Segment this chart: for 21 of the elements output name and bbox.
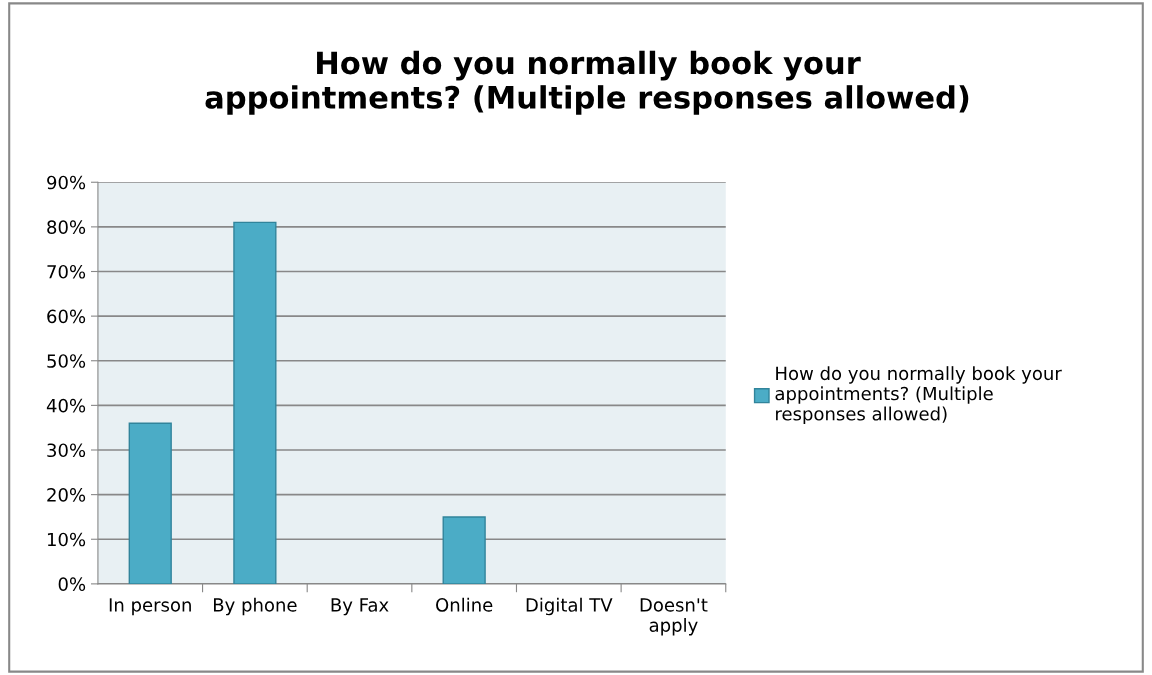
x-tick-label: By phone xyxy=(213,597,297,616)
y-tick-label: 80% xyxy=(47,220,86,234)
y-tick-label: 90% xyxy=(47,175,86,190)
x-tick-label: Doesn't apply xyxy=(640,598,708,636)
legend-label: How do you normally book your appointments? (Multiple responses allowed) xyxy=(775,366,1062,425)
y-tick-label: 40% xyxy=(46,398,86,413)
y-tick-label: 20% xyxy=(47,488,86,502)
x-tick-label: By Fax xyxy=(331,598,389,616)
chart-title: How do you normally book your appointments? (Multiple responses allowed) xyxy=(205,50,969,115)
y-tick-label: 60% xyxy=(47,309,86,324)
y-tick-label: 30% xyxy=(47,443,86,458)
x-tick-label: In person xyxy=(109,598,191,616)
bar xyxy=(442,516,486,584)
y-tick-label: 50% xyxy=(47,354,86,368)
y-tick-label: 70% xyxy=(47,264,86,279)
bar xyxy=(233,221,277,584)
x-tick-label: Online xyxy=(436,597,493,612)
y-tick-label: 10% xyxy=(47,532,86,547)
bar xyxy=(128,422,172,584)
y-tick-label: 0% xyxy=(58,577,86,591)
x-tick-label: Digital TV xyxy=(526,597,613,616)
